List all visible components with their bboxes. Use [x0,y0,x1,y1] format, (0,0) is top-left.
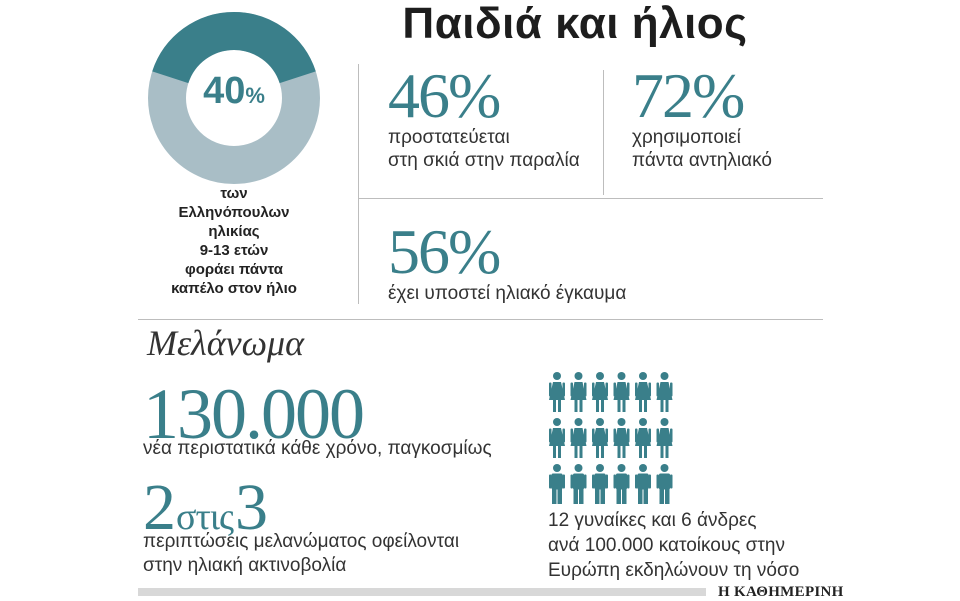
divider-horizontal-section [138,319,823,320]
donut-percent-sign: % [245,83,265,108]
attribution-line: στην ηλιακή ακτινοβολία [143,555,347,576]
woman-icon [592,418,608,458]
people-caption-line: 12 γυναίκες και 6 άνδρες [548,510,757,531]
people-caption-line: ανά 100.000 κατοίκους στην [548,535,785,556]
people-pictogram [549,372,673,504]
donut-description-line: φοράει πάντα [185,261,283,278]
section-heading: Μελάνωμα [147,323,305,363]
woman-icon [635,418,651,458]
man-icon [656,464,673,504]
donut-percentage: 40% [148,70,320,113]
ratio-of: στις [176,496,234,538]
divider-vertical-middle [603,70,604,195]
donut-description: των Ελληνόπουλων ηλικίας 9-13 ετών φοράε… [148,184,320,298]
stat-line: προστατεύεται [388,127,510,148]
woman-icon [549,372,565,412]
ratio-numerator: 2 [143,471,176,544]
woman-icon [613,372,630,412]
donut-description-line: καπέλο στον ήλιο [171,280,297,297]
stat-line: χρησιμοποιεί [632,127,741,148]
stat-value: 72% [632,60,745,131]
donut-value-arc [152,12,316,84]
woman-icon [570,372,587,412]
attribution-line: περιπτώσεις μελανώματος οφείλονται [143,531,460,552]
donut-chart [148,12,320,184]
divider-vertical-left [358,64,359,304]
stat-value: 46% [388,60,501,131]
woman-icon [656,372,673,412]
woman-icon [592,372,608,412]
page-title: Παιδιά και ήλιος [402,0,748,48]
people-caption-line: Ευρώπη εκδηλώνουν τη νόσο [548,560,800,581]
woman-icon [613,418,630,458]
stat-line: πάντα αντηλιακό [632,150,772,171]
donut-value: 40 [203,70,246,112]
footer-bar [138,588,706,596]
woman-icon [549,418,565,458]
stat-block: 46% προστατεύεται στη σκιά στην παραλία [388,64,580,172]
stat-block: 56% έχει υποστεί ηλιακό έγκαυμα [388,220,626,305]
stat-block: 72% χρησιμοποιεί πάντα αντηλιακό [632,64,772,172]
man-icon [592,464,608,504]
stat-line: έχει υποστεί ηλιακό έγκαυμα [388,283,627,304]
divider-horizontal-middle [358,198,823,199]
publisher-logo: Η ΚΑΘΗΜΕΡΙΝΗ [718,584,844,600]
ratio-denominator: 3 [235,471,268,544]
stat-value: 56% [388,216,501,287]
new-cases-text: νέα περιστατικά κάθε χρόνο, παγκοσμίως [143,438,492,459]
man-icon [613,464,630,504]
woman-icon [570,418,587,458]
man-icon [570,464,587,504]
donut-description-line: 9-13 ετών [199,242,269,259]
big-number: 130.000 [143,374,365,454]
stat-line: στη σκιά στην παραλία [388,150,580,171]
donut-description-line: Ελληνόπουλων [178,204,290,221]
man-icon [549,464,565,504]
donut-description-line: των [220,185,248,202]
ratio-figure: 2 στις 3 [143,475,268,555]
donut-description-line: ηλικίας [208,223,260,240]
woman-icon [635,372,651,412]
attribution-text: περιπτώσεις μελανώματος οφείλονται στην … [143,530,459,578]
woman-icon [656,418,673,458]
people-caption: 12 γυναίκες και 6 άνδρες ανά 100.000 κατ… [548,508,799,583]
man-icon [635,464,651,504]
